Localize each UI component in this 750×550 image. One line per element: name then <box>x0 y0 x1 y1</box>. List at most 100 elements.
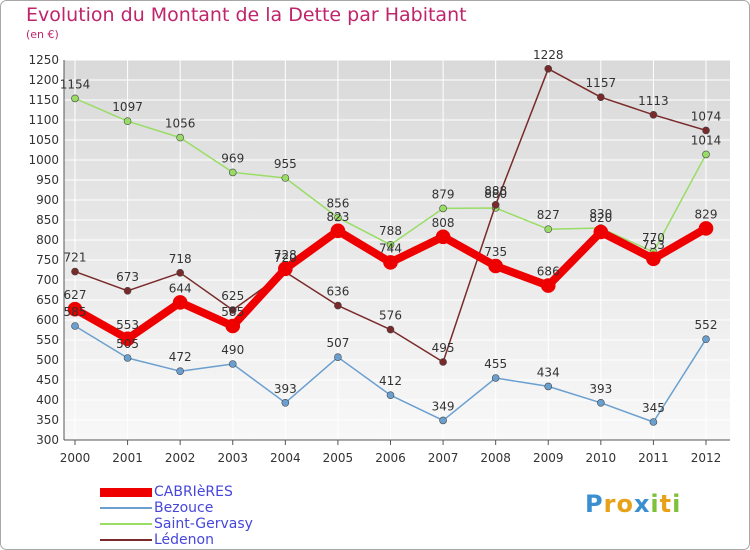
plot-area <box>64 60 730 440</box>
data-point <box>334 213 342 222</box>
data-label: 472 <box>169 350 192 364</box>
data-point <box>176 268 184 277</box>
y-tick-label: 500 <box>36 353 59 367</box>
data-point <box>491 201 500 209</box>
data-label: 744 <box>379 241 402 255</box>
data-point <box>698 221 714 236</box>
x-tick-label: 2006 <box>375 451 406 465</box>
data-label: 770 <box>642 231 665 245</box>
data-point <box>383 255 398 270</box>
legend-swatch <box>100 487 152 497</box>
data-label: 393 <box>589 382 612 396</box>
x-tick-label: 2005 <box>323 451 354 465</box>
data-label: 644 <box>169 281 192 295</box>
logo-letter: i <box>672 490 682 518</box>
x-tick-label: 2001 <box>112 451 143 465</box>
data-label: 1157 <box>586 76 617 90</box>
data-label: 490 <box>221 343 244 357</box>
y-tick-label: 300 <box>36 433 59 447</box>
data-point <box>71 322 79 330</box>
x-tick-label: 2002 <box>165 451 196 465</box>
y-tick-label: 550 <box>36 333 59 347</box>
legend-item: CABRIèRES <box>100 484 253 500</box>
data-label: 434 <box>537 365 560 379</box>
data-label: 735 <box>484 245 507 259</box>
data-label: 552 <box>695 318 718 332</box>
data-label: 627 <box>64 288 87 302</box>
data-label: 673 <box>116 270 139 284</box>
data-point <box>71 267 79 276</box>
x-tick-label: 2007 <box>428 451 459 465</box>
data-label: 969 <box>221 151 244 165</box>
data-label: 718 <box>169 252 192 266</box>
data-point <box>439 358 447 366</box>
data-point <box>281 174 290 182</box>
data-point <box>488 258 503 274</box>
legend-swatch <box>100 523 152 525</box>
data-label: 830 <box>589 207 612 221</box>
data-point <box>334 301 342 310</box>
data-point <box>386 391 395 400</box>
x-tick-label: 2000 <box>60 451 91 465</box>
x-tick-label: 2011 <box>638 451 669 465</box>
data-point <box>439 416 447 425</box>
data-point <box>386 241 395 249</box>
data-point <box>597 398 605 407</box>
data-point <box>228 360 237 368</box>
data-point <box>544 382 553 391</box>
data-point <box>649 418 658 426</box>
data-point <box>228 306 237 314</box>
logo-letter: o <box>616 490 634 518</box>
chart-subtitle: (en €) <box>26 28 59 41</box>
data-label: 585 <box>64 305 87 319</box>
proxiti-logo: Proxiti <box>585 490 681 518</box>
data-label: 576 <box>379 309 402 323</box>
data-label: 412 <box>379 374 402 388</box>
legend-item: Bezouce <box>100 500 253 516</box>
data-label: 393 <box>274 382 297 396</box>
data-label: 1228 <box>533 48 564 62</box>
data-point <box>278 261 293 277</box>
legend-item: Saint-Gervasy <box>100 516 253 532</box>
y-tick-label: 350 <box>36 413 59 427</box>
data-label: 880 <box>484 187 507 201</box>
data-label: 345 <box>642 401 665 415</box>
data-point <box>120 331 135 347</box>
data-point <box>172 295 188 310</box>
data-point <box>544 225 553 233</box>
y-tick-label: 950 <box>36 173 59 187</box>
logo-letter: P <box>585 490 604 518</box>
data-point <box>439 204 447 213</box>
data-point <box>435 229 451 245</box>
data-label: 507 <box>326 336 349 350</box>
data-label: 888 <box>484 184 507 198</box>
data-point <box>597 93 605 101</box>
data-label: 808 <box>432 216 455 230</box>
legend-swatch <box>100 539 152 541</box>
data-label: 879 <box>432 187 455 201</box>
data-label: 823 <box>326 210 349 224</box>
data-label: 1056 <box>165 117 196 131</box>
y-tick-label: 900 <box>36 193 59 207</box>
legend-label: Lédenon <box>154 532 214 548</box>
data-label: 829 <box>695 207 718 221</box>
data-point <box>176 133 184 142</box>
data-label: 1097 <box>112 100 143 114</box>
legend-label: CABRIèRES <box>154 484 233 500</box>
x-tick-label: 2009 <box>533 451 564 465</box>
data-point <box>491 374 500 382</box>
y-tick-label: 400 <box>36 393 59 407</box>
data-label: 1154 <box>60 77 91 91</box>
data-label: 728 <box>274 248 297 262</box>
logo-letter: x <box>633 490 651 518</box>
y-tick-label: 1100 <box>28 113 59 127</box>
logo-letter: i <box>650 490 660 518</box>
y-tick-label: 1200 <box>28 73 59 87</box>
data-point <box>649 111 658 119</box>
y-tick-label: 450 <box>36 373 59 387</box>
data-label: 585 <box>221 305 244 319</box>
y-tick-label: 1000 <box>28 153 59 167</box>
data-point <box>386 325 395 334</box>
data-label: 788 <box>379 224 402 238</box>
legend-label: Bezouce <box>154 500 214 516</box>
